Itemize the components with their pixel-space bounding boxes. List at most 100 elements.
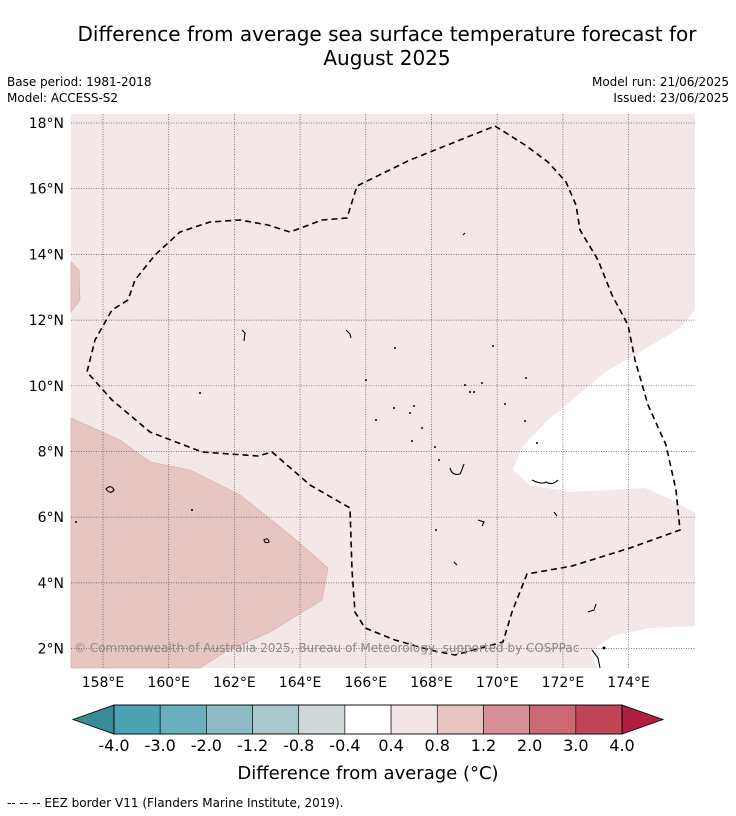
colorbar-tick-label: -4.0	[98, 736, 129, 755]
islet	[393, 407, 395, 409]
lat-label: 4°N	[38, 576, 64, 592]
lon-label: 174°E	[607, 675, 650, 691]
colorbar-under-arrow	[71, 704, 115, 735]
title-line-1: Difference from average sea surface temp…	[77, 22, 697, 46]
colorbar: -4.0 -3.0 -2.0 -1.2 -0.8 -0.4 0.4 0.8 1.2 2.0 3.0 4…	[71, 704, 665, 755]
colorbar-swatch	[529, 704, 577, 735]
colorbar-frame	[113, 704, 623, 735]
islet	[464, 384, 466, 386]
title-line-2: August 2025	[323, 46, 451, 70]
islet	[602, 646, 606, 650]
colorbar-over-arrow	[621, 704, 665, 735]
lat-label: 16°N	[29, 182, 64, 198]
colorbar-swatch	[113, 704, 161, 735]
latitude-labels: 18°N 16°N 14°N 12°N 10°N 8°N 6°N 4°N 2°N	[29, 116, 64, 658]
neutral-region-southeast	[590, 626, 695, 668]
lat-label: 8°N	[38, 445, 64, 461]
islet	[435, 529, 437, 531]
islet	[375, 419, 377, 421]
lon-label: 166°E	[345, 675, 388, 691]
island	[477, 519, 485, 527]
colorbar-swatch	[159, 704, 207, 735]
colorbar-swatch	[206, 704, 253, 735]
colorbar-tick-label: -2.0	[191, 736, 222, 755]
colorbar-swatch	[344, 704, 392, 735]
island	[591, 649, 601, 669]
island	[531, 479, 559, 485]
islet	[365, 379, 367, 381]
islet-dots	[75, 345, 606, 650]
islet	[525, 377, 527, 379]
lon-label: 170°E	[476, 675, 519, 691]
longitude-labels: 158°E 160°E 162°E 164°E 166°E 168°E 170°E 172°E…	[82, 675, 650, 691]
islet	[536, 442, 538, 444]
islet	[75, 521, 77, 523]
islet	[524, 420, 526, 422]
islet	[492, 345, 494, 347]
anomaly-band-0-8-west	[70, 261, 81, 313]
graticule	[71, 114, 695, 668]
islands	[105, 232, 601, 669]
colorbar-tick-label: 0.4	[378, 736, 403, 755]
colorbar-swatch	[483, 704, 530, 735]
islet	[504, 403, 506, 405]
island	[453, 561, 458, 566]
colorbar-tick-label: 3.0	[563, 736, 588, 755]
colorbar-swatch	[436, 704, 484, 735]
island	[345, 329, 352, 339]
islet	[191, 509, 193, 511]
model-name: Model: ACCESS-S2	[7, 91, 119, 105]
lat-label: 2°N	[38, 642, 64, 658]
islet	[411, 440, 413, 442]
island	[241, 329, 246, 342]
islet	[481, 382, 483, 384]
colorbar-tick-label: -1.2	[237, 736, 268, 755]
islet	[438, 459, 440, 461]
anomaly-band-0-8-southwest	[70, 417, 329, 669]
lat-label: 6°N	[38, 510, 64, 526]
islet	[434, 446, 436, 448]
neutral-region-east	[513, 310, 695, 513]
lon-label: 168°E	[410, 675, 453, 691]
meta-right: Model run: 21/06/2025 Issued: 23/06/2025	[592, 74, 729, 106]
lat-label: 10°N	[29, 379, 64, 395]
islet	[469, 391, 471, 393]
lon-label: 158°E	[82, 675, 125, 691]
issued-date: Issued: 23/06/2025	[613, 91, 729, 105]
colorbar-tick-label: 2.0	[517, 736, 542, 755]
colorbar-tick-label: 1.2	[471, 736, 496, 755]
islet	[409, 412, 411, 414]
copyright-notice: © Commonwealth of Australia 2025, Bureau…	[74, 641, 579, 655]
colorbar-swatch	[298, 704, 346, 735]
lon-label: 164°E	[279, 675, 322, 691]
chart-title: Difference from average sea surface temp…	[40, 22, 734, 70]
islet	[394, 347, 396, 349]
model-run: Model run: 21/06/2025	[591, 75, 729, 89]
meta-left: Base period: 1981-2018 Model: ACCESS-S2	[7, 74, 152, 106]
lon-label: 162°E	[213, 675, 256, 691]
colorbar-swatch	[390, 704, 438, 735]
colorbar-title: Difference from average (°C)	[237, 763, 499, 784]
eez-border	[86, 125, 681, 656]
colorbar-tick-label: 0.8	[425, 736, 450, 755]
island	[449, 463, 465, 475]
colorbar-tick-label: 4.0	[609, 736, 634, 755]
islet	[421, 427, 423, 429]
island	[587, 603, 597, 613]
islet	[413, 405, 415, 407]
base-period: Base period: 1981-2018	[7, 75, 152, 89]
lon-label: 172°E	[542, 675, 585, 691]
lon-label: 160°E	[147, 675, 190, 691]
eez-legend-note: -- -- -- EEZ border V11 (Flanders Marine…	[7, 796, 344, 810]
island	[263, 538, 270, 544]
island	[553, 511, 558, 517]
colorbar-tick-label: -0.8	[283, 736, 314, 755]
colorbar-tick-label: -3.0	[145, 736, 176, 755]
island	[105, 486, 115, 493]
lat-label: 12°N	[29, 313, 64, 329]
colorbar-swatch	[575, 704, 623, 735]
islet	[473, 391, 475, 393]
lat-label: 14°N	[29, 247, 64, 263]
colorbar-tick-label: -0.4	[329, 736, 360, 755]
